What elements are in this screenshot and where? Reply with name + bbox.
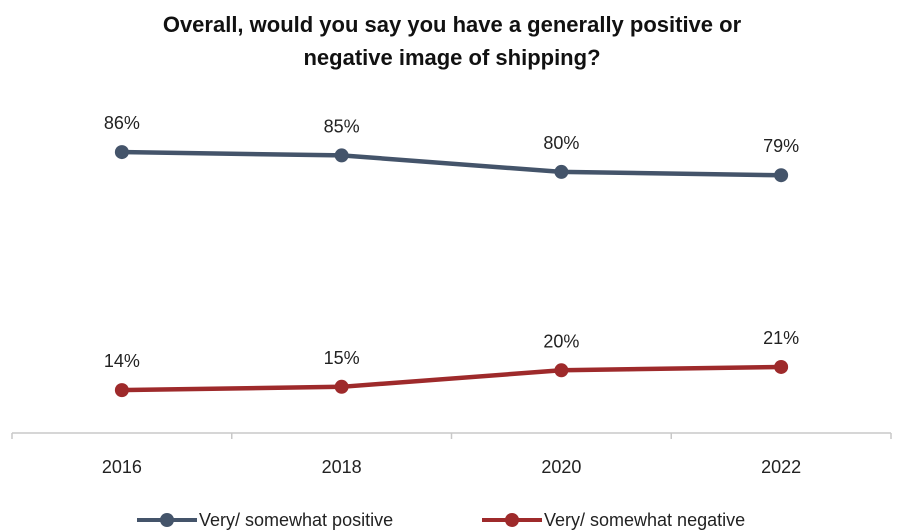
data-point-negative-2016 bbox=[114, 383, 129, 398]
data-label-negative-2022: 21% bbox=[763, 328, 799, 348]
data-label-positive-2020: 80% bbox=[543, 133, 579, 153]
x-tick-label-2022: 2022 bbox=[761, 457, 801, 477]
x-tick-label-2018: 2018 bbox=[322, 457, 362, 477]
data-point-positive-2018 bbox=[334, 148, 349, 163]
data-point-positive-2020 bbox=[554, 164, 569, 179]
chart-legend: Very/ somewhat positive Very/ somewhat n… bbox=[0, 509, 904, 531]
x-tick-label-2016: 2016 bbox=[102, 457, 142, 477]
data-point-negative-2020 bbox=[554, 363, 569, 378]
line-chart-plot: 2016 2018 2020 2022 86% 85% 80% 79% 14% 15% 20% 21% bbox=[11, 113, 892, 477]
data-label-positive-2018: 85% bbox=[324, 116, 360, 136]
data-label-negative-2016: 14% bbox=[104, 351, 140, 371]
x-tick-label-2020: 2020 bbox=[541, 457, 581, 477]
data-label-positive-2016: 86% bbox=[104, 113, 140, 133]
legend-swatch-negative bbox=[482, 511, 542, 529]
series-line-positive bbox=[119, 149, 784, 178]
legend-label-positive: Very/ somewhat positive bbox=[199, 510, 394, 530]
chart-title: Overall, would you say you have a genera… bbox=[0, 8, 904, 74]
chart-title-line-2: negative image of shipping? bbox=[303, 45, 601, 70]
legend-label-negative: Very/ somewhat negative bbox=[544, 510, 746, 530]
legend-swatch-positive bbox=[137, 511, 197, 529]
data-point-positive-2022 bbox=[774, 168, 789, 183]
legend-item-negative: Very/ somewhat negative bbox=[482, 509, 745, 531]
data-label-negative-2018: 15% bbox=[324, 348, 360, 368]
legend-item-positive: Very/ somewhat positive bbox=[137, 509, 393, 531]
chart-title-line-1: Overall, would you say you have a genera… bbox=[162, 12, 742, 37]
data-point-positive-2016 bbox=[114, 145, 129, 160]
data-label-negative-2020: 20% bbox=[543, 331, 579, 351]
data-label-positive-2022: 79% bbox=[763, 136, 799, 156]
data-point-negative-2022 bbox=[774, 359, 789, 374]
data-point-negative-2018 bbox=[334, 379, 349, 394]
series-line-negative bbox=[119, 364, 784, 393]
